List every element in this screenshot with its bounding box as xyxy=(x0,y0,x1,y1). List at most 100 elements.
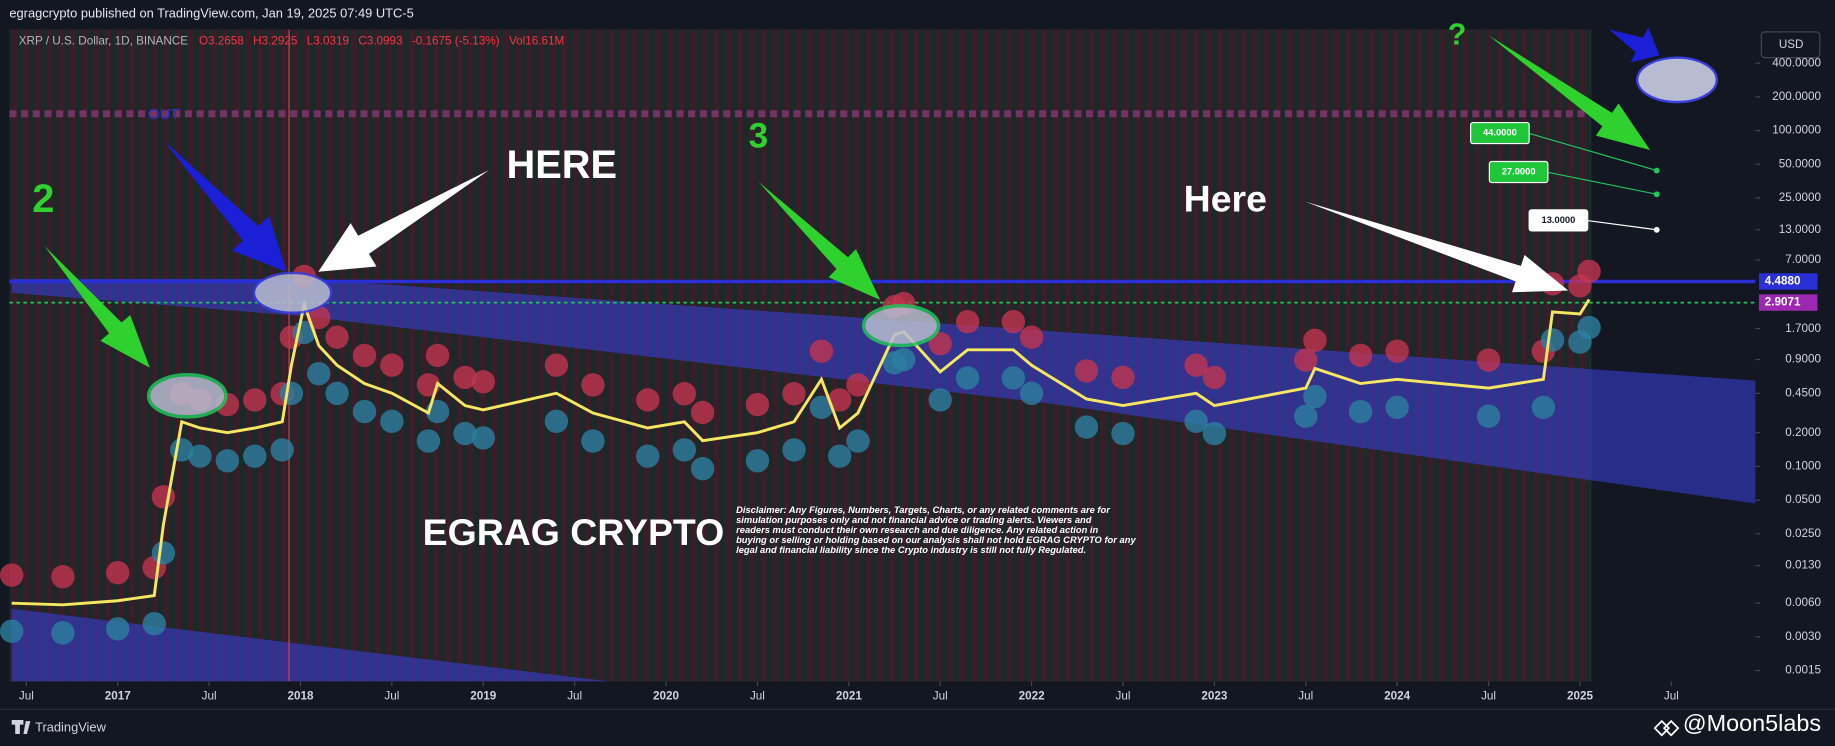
sell-signal xyxy=(1577,259,1601,284)
sell-signal xyxy=(827,388,852,412)
target-point xyxy=(1653,191,1660,198)
buy-signal xyxy=(243,444,267,468)
y-tick-label: 0.9000 xyxy=(1785,353,1821,366)
x-tick-label: 2023 xyxy=(1201,690,1228,703)
y-tick-label: 0.2000 xyxy=(1785,426,1821,439)
x-tick-label: Jul xyxy=(384,690,399,703)
level-label: 2.9071 xyxy=(1765,296,1801,309)
x-tick-label: Jul xyxy=(19,690,34,703)
sell-signal xyxy=(672,382,697,406)
buy-signal xyxy=(1577,315,1601,340)
buy-signal xyxy=(1531,395,1556,420)
level-box xyxy=(1758,294,1818,311)
buy-signal xyxy=(636,444,660,468)
sell-signal xyxy=(106,560,130,585)
ohlc-value: H3.2925 xyxy=(253,34,298,47)
buy-signal xyxy=(307,361,331,386)
sell-signal xyxy=(380,353,404,377)
x-tick-label: Jul xyxy=(567,690,582,703)
symbol-label: XRP / U.S. Dollar, 1D, BINANCE xyxy=(19,34,189,47)
currency-box xyxy=(1760,31,1821,59)
price-axis xyxy=(1755,29,1835,682)
sell-signal xyxy=(1476,348,1501,372)
y-tick-label: 0.0500 xyxy=(1785,493,1821,506)
arrow xyxy=(1304,201,1569,293)
buy-signal xyxy=(809,395,834,420)
x-tick-label: 2021 xyxy=(836,690,863,703)
arrow xyxy=(44,246,150,368)
buy-signal xyxy=(453,421,477,446)
sell-signal xyxy=(352,343,377,368)
buy-signal xyxy=(891,347,916,372)
buy-signal xyxy=(142,612,166,636)
target-line xyxy=(1546,171,1657,195)
arrow xyxy=(163,140,287,272)
highlight-ellipse xyxy=(861,303,941,348)
platform-label: TradingView xyxy=(35,720,106,735)
currency-label: USD xyxy=(1779,38,1804,51)
sell-signal xyxy=(782,382,806,406)
sell-signal xyxy=(581,373,605,397)
ohlc-value: L3.0319 xyxy=(307,34,349,47)
x-tick-label: Jul xyxy=(1664,690,1679,703)
ohlc-value: O3.2658 xyxy=(199,34,244,47)
wave-label: 3 xyxy=(749,117,769,156)
sell-signal xyxy=(0,563,24,587)
arrow xyxy=(1488,35,1651,151)
y-tick-label: 0.0030 xyxy=(1785,630,1821,643)
x-tick-label: Jul xyxy=(750,690,765,703)
buy-signal xyxy=(672,438,697,462)
buy-signal xyxy=(690,456,715,481)
target-label: 27.0000 xyxy=(1502,166,1536,176)
y-tick-label: 0.0060 xyxy=(1785,596,1821,609)
sell-signal xyxy=(425,343,450,368)
y-tick-label: 25.0000 xyxy=(1779,191,1822,204)
target-point xyxy=(1653,167,1660,174)
disclaimer-line: Disclaimer: Any Figures, Numbers, Target… xyxy=(736,505,1111,515)
y-tick-label: 50.0000 xyxy=(1779,157,1822,170)
target-box xyxy=(1470,121,1530,145)
ohlc-value: C3.0993 xyxy=(358,34,402,47)
buy-signal xyxy=(188,444,212,468)
here-label: Here xyxy=(1184,177,1267,219)
buy-signal xyxy=(1294,404,1318,428)
target-box xyxy=(1488,160,1549,184)
sell-signal xyxy=(1184,353,1208,377)
target-label: 13.0000 xyxy=(1541,215,1575,225)
x-tick-label: 2019 xyxy=(470,690,497,703)
sell-signal xyxy=(151,485,176,509)
y-tick-label: 7.0000 xyxy=(1785,253,1821,266)
buy-signal xyxy=(325,381,349,406)
sell-signal xyxy=(1202,365,1227,390)
sell-signal xyxy=(453,365,477,390)
buy-signal xyxy=(1019,381,1044,406)
target-label: 44.0000 xyxy=(1483,128,1517,138)
x-tick-label: Jul xyxy=(933,690,948,703)
buy-signal xyxy=(279,381,304,406)
published-label: egragcrypto published on TradingView.com… xyxy=(9,6,413,21)
sell-signal xyxy=(1001,310,1026,334)
buy-signal xyxy=(1111,421,1135,446)
sell-signal xyxy=(1019,325,1044,349)
watermark-label: @Moon5labs xyxy=(1683,710,1821,736)
arrow xyxy=(1609,27,1660,63)
buy-signal xyxy=(352,399,377,424)
x-tick-label: 2022 xyxy=(1019,690,1046,703)
buy-signal xyxy=(471,426,495,450)
buy-signal xyxy=(151,541,176,565)
sell-signal xyxy=(955,310,980,334)
buy-signal xyxy=(1184,409,1208,434)
buy-signal xyxy=(846,429,870,453)
buy-signal xyxy=(581,429,605,453)
watermark-logo xyxy=(1653,719,1680,737)
sell-signal xyxy=(690,400,715,425)
x-tick-label: Jul xyxy=(1481,690,1496,703)
y-tick-label: 0.0250 xyxy=(1785,527,1821,540)
arrow xyxy=(318,169,490,272)
buy-signal xyxy=(1476,404,1501,428)
target-point xyxy=(1653,226,1660,233)
y-tick-label: 0.0015 xyxy=(1785,664,1821,677)
question-label: ? xyxy=(1448,18,1467,52)
sell-signal xyxy=(1385,339,1409,363)
